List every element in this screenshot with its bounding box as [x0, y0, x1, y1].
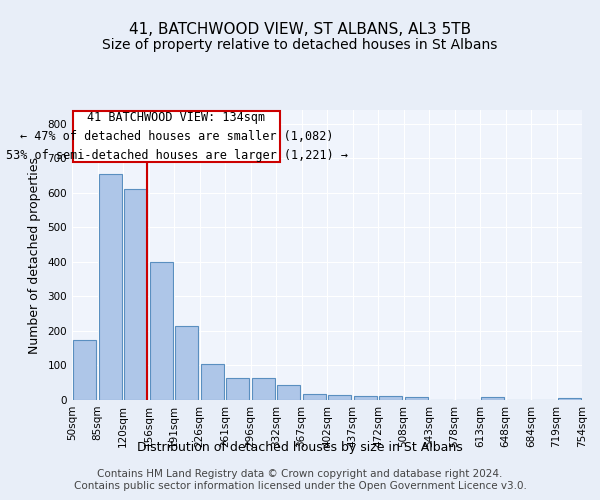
Bar [379, 396, 403, 400]
Bar [175, 326, 199, 400]
FancyBboxPatch shape [73, 110, 280, 162]
Bar [328, 395, 352, 400]
Bar [277, 385, 301, 400]
Text: Contains public sector information licensed under the Open Government Licence v3: Contains public sector information licen… [74, 481, 526, 491]
Bar [353, 396, 377, 400]
Bar [404, 397, 428, 400]
Bar [226, 378, 250, 400]
Bar [73, 340, 97, 400]
Text: Distribution of detached houses by size in St Albans: Distribution of detached houses by size … [137, 441, 463, 454]
Bar [557, 398, 581, 400]
Bar [200, 364, 224, 400]
Text: 41, BATCHWOOD VIEW, ST ALBANS, AL3 5TB: 41, BATCHWOOD VIEW, ST ALBANS, AL3 5TB [129, 22, 471, 38]
Bar [251, 378, 275, 400]
Text: 41 BATCHWOOD VIEW: 134sqm
← 47% of detached houses are smaller (1,082)
53% of se: 41 BATCHWOOD VIEW: 134sqm ← 47% of detac… [5, 110, 347, 162]
Bar [124, 190, 148, 400]
Text: Contains HM Land Registry data © Crown copyright and database right 2024.: Contains HM Land Registry data © Crown c… [97, 469, 503, 479]
Text: Size of property relative to detached houses in St Albans: Size of property relative to detached ho… [103, 38, 497, 52]
Bar [98, 174, 122, 400]
Bar [481, 397, 505, 400]
Bar [149, 262, 173, 400]
Y-axis label: Number of detached properties: Number of detached properties [28, 156, 41, 354]
Bar [302, 394, 326, 400]
